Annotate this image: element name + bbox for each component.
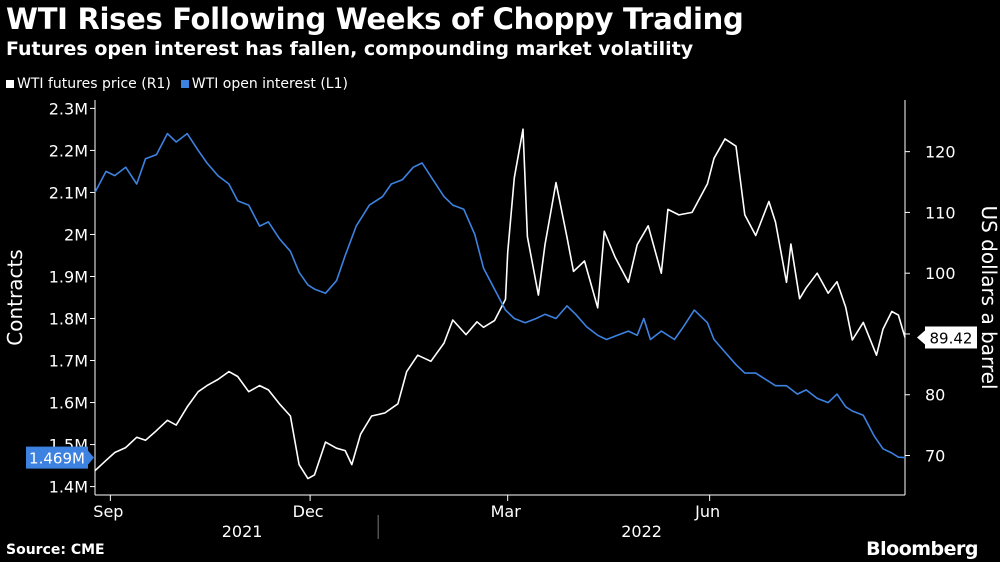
left-tick-label: 1.6M (49, 394, 88, 413)
left-tick-label: 2.3M (49, 99, 88, 118)
series-line-price (94, 128, 906, 480)
legend-label-price: WTI futures price (R1) (17, 76, 171, 92)
left-tick-label: 1.4M (49, 478, 88, 497)
oi-last-badge-pointer (88, 450, 94, 465)
source-note: Source: CME (6, 542, 105, 558)
right-tick-label: 110 (925, 203, 956, 222)
x-tick-label: Dec (293, 502, 324, 521)
series-line-open-interest (94, 132, 906, 459)
left-tick-label: 2M (64, 225, 88, 244)
bloomberg-logo: Bloomberg (866, 538, 978, 560)
x-tick-label: Jun (694, 502, 720, 521)
left-tick-label: 2.2M (49, 141, 88, 160)
left-tick-label: 2.1M (49, 183, 88, 202)
legend-swatch-oi (180, 80, 189, 88)
chart-subtitle: Futures open interest has fallen, compou… (6, 38, 694, 60)
chart-title: WTI Rises Following Weeks of Choppy Trad… (6, 2, 744, 36)
right-tick-label: 120 (925, 143, 956, 162)
oi-last-badge (26, 446, 88, 469)
x-tick-label: Mar (491, 502, 522, 521)
oi-last-value: 1.469M (29, 450, 85, 468)
x-year-label: 2022 (621, 522, 662, 541)
right-axis-title: US dollars a barrel (977, 205, 1000, 389)
legend-swatch-price (6, 80, 14, 88)
price-last-badge-pointer (917, 330, 925, 345)
right-tick-label: 100 (925, 264, 956, 283)
legend: WTI futures price (R1) WTI open interest… (6, 76, 348, 92)
right-tick-label: 70 (925, 447, 945, 466)
legend-item-oi: WTI open interest (L1) (180, 76, 348, 92)
legend-label-oi: WTI open interest (L1) (191, 76, 348, 92)
x-year-label: 2021 (222, 522, 263, 541)
legend-item-price: WTI futures price (R1) (6, 76, 171, 92)
price-last-value: 89.42 (930, 329, 973, 347)
left-tick-label: 1.7M (49, 352, 88, 371)
x-tick-label: Sep (93, 502, 123, 521)
left-tick-label: 1.9M (49, 267, 88, 286)
right-tick-label: 80 (925, 386, 945, 405)
left-axis-title: Contracts (3, 249, 27, 345)
left-tick-label: 1.8M (49, 310, 88, 329)
price-last-badge (925, 326, 977, 349)
